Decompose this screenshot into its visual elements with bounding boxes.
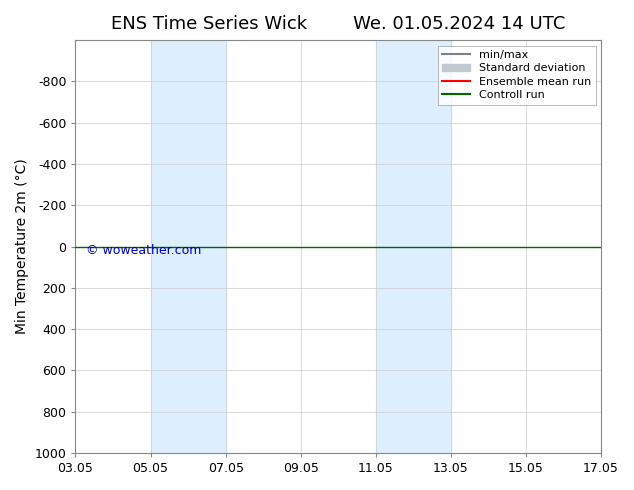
Bar — [376, 40, 451, 453]
Text: © woweather.com: © woweather.com — [86, 244, 202, 257]
Legend: min/max, Standard deviation, Ensemble mean run, Controll run: min/max, Standard deviation, Ensemble me… — [437, 46, 595, 104]
Title: ENS Time Series Wick        We. 01.05.2024 14 UTC: ENS Time Series Wick We. 01.05.2024 14 U… — [111, 15, 566, 33]
Bar — [150, 40, 226, 453]
Y-axis label: Min Temperature 2m (°C): Min Temperature 2m (°C) — [15, 159, 29, 334]
